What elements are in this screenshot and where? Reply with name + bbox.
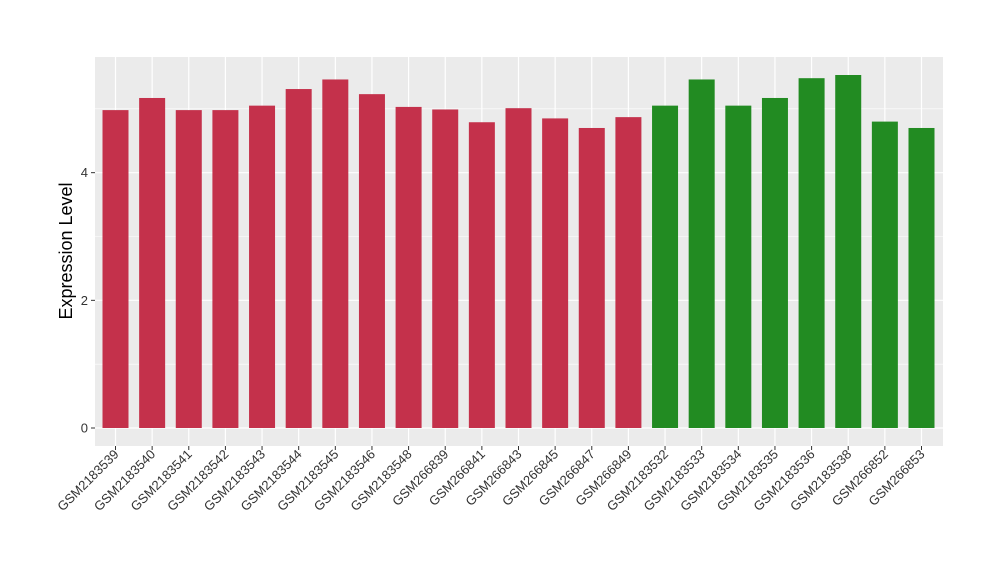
y-axis-title: Expression Level	[56, 182, 76, 319]
bar-GSM266843	[505, 108, 532, 429]
bar-GSM266841	[468, 122, 495, 429]
bar-GSM2183540	[139, 97, 166, 429]
bar-GSM2183544	[285, 89, 312, 428]
bar-GSM2183541	[175, 110, 202, 429]
bar-GSM2183543	[249, 105, 276, 429]
bar-GSM2183533	[688, 79, 715, 428]
bar-GSM2183545	[322, 79, 349, 428]
y-tick-label: 2	[81, 293, 88, 308]
bar-GSM266853	[908, 127, 935, 428]
y-tick-label: 4	[81, 165, 88, 180]
bar-GSM266849	[615, 117, 642, 429]
bars	[102, 75, 935, 429]
bar-GSM2183542	[212, 110, 239, 429]
x-axis: GSM2183539GSM2183540GSM2183541GSM2183542…	[54, 446, 928, 514]
bar-GSM2183532	[652, 105, 679, 429]
y-axis: 0 2 4	[81, 165, 95, 436]
y-tick-label: 0	[81, 421, 88, 436]
bar-GSM266847	[578, 127, 605, 428]
bar-GSM266845	[542, 118, 569, 429]
bar-GSM2183535	[761, 97, 788, 429]
bar-GSM2183539	[102, 110, 129, 429]
bar-GSM2183546	[358, 94, 385, 429]
bar-GSM266852	[871, 121, 898, 428]
bar-GSM2183534	[725, 105, 752, 429]
bar-GSM2183536	[798, 78, 825, 428]
bar-GSM266839	[432, 109, 459, 429]
bar-GSM2183548	[395, 106, 422, 429]
bar-GSM2183538	[835, 75, 862, 428]
